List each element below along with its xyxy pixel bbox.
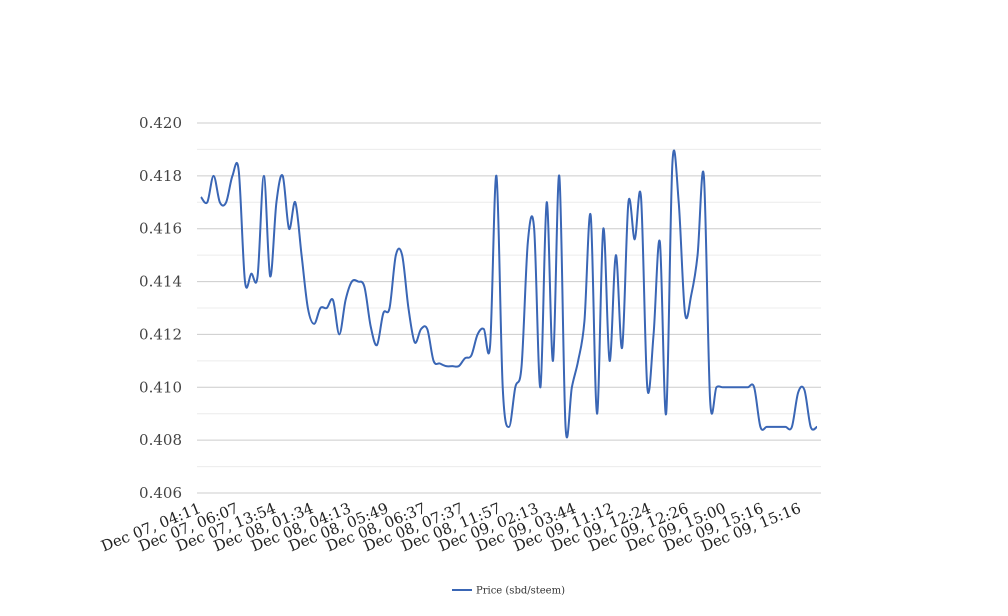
y-tick-label: 0.416 xyxy=(139,220,182,238)
y-axis-ticks: 0.420 0.418 0.416 0.414 0.412 0.410 0.408 0.406 xyxy=(139,114,182,502)
y-tick-label: 0.410 xyxy=(139,378,182,396)
legend: Price (sbd/steem) xyxy=(452,586,565,597)
y-tick-label: 0.418 xyxy=(139,167,182,185)
y-tick-label: 0.412 xyxy=(139,325,182,343)
y-tick-label: 0.408 xyxy=(139,431,182,449)
series-layer xyxy=(200,149,818,439)
gridlines xyxy=(197,122,821,494)
y-tick-label: 0.414 xyxy=(139,273,182,291)
y-tick-label: 0.420 xyxy=(139,114,182,132)
y-tick-label: 0.406 xyxy=(139,484,182,502)
legend-label: Price (sbd/steem) xyxy=(476,586,565,597)
series-line-price xyxy=(200,149,818,439)
